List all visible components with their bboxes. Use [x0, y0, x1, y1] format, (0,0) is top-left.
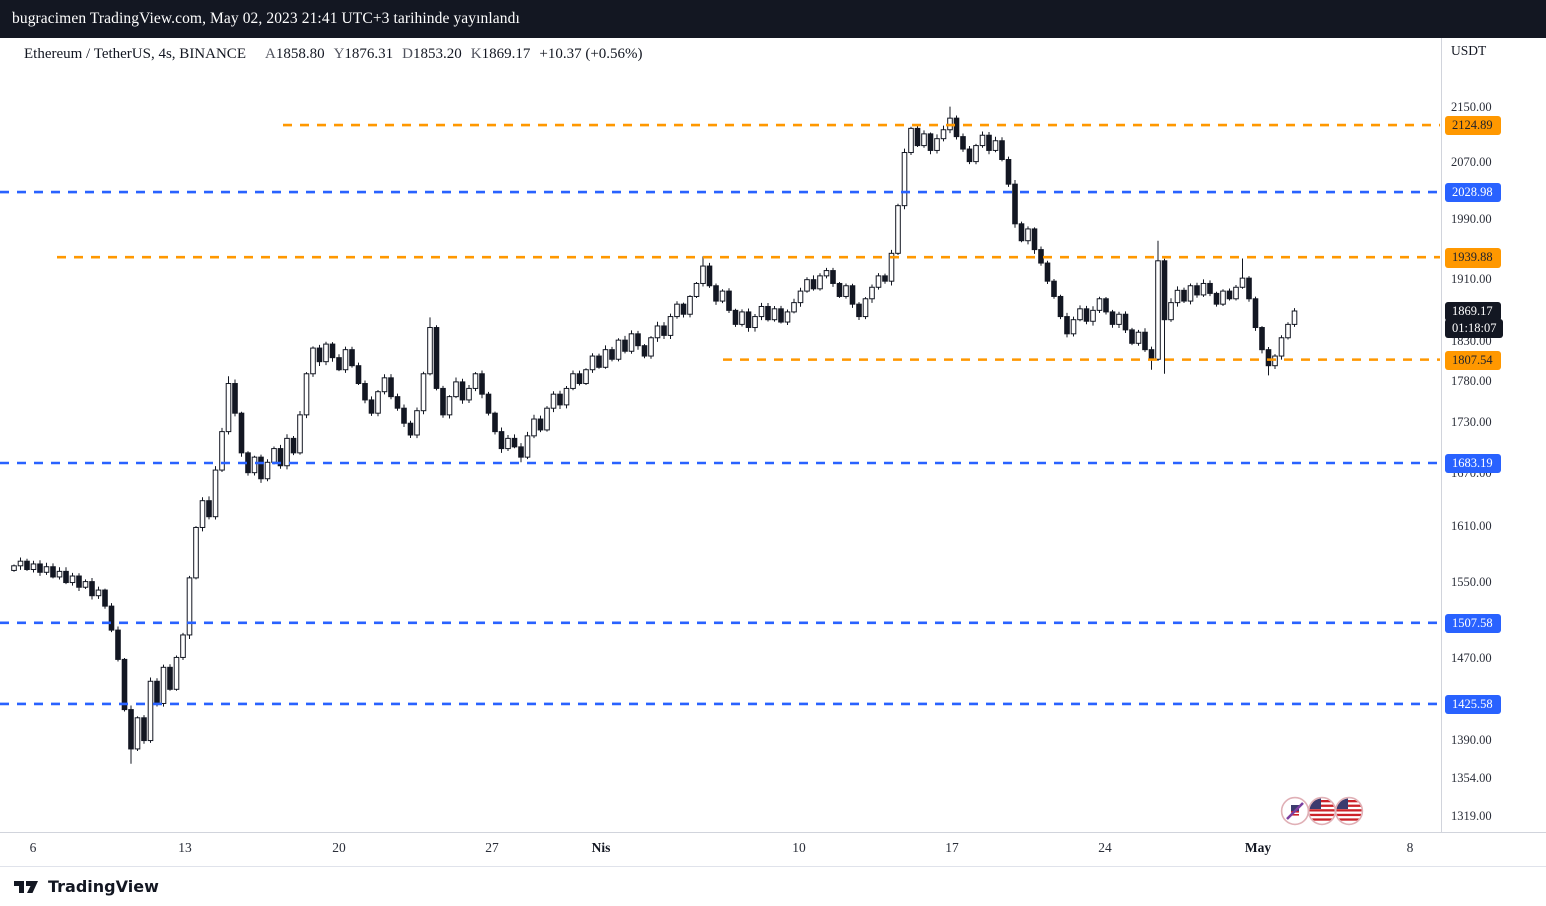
price-level-badge[interactable]: 1939.88 — [1445, 248, 1501, 268]
sticker-badges — [1280, 796, 1364, 826]
price-tick: 1730.00 — [1451, 415, 1492, 430]
publish-bar: bugracimen TradingView.com, May 02, 2023… — [0, 0, 1546, 38]
symbol-title: Ethereum / TetherUS, 4s, BINANCE — [24, 46, 246, 62]
candlestick-chart[interactable] — [0, 38, 1440, 832]
sticker-us-flag-icon — [1334, 796, 1364, 826]
time-tick: 8 — [1406, 840, 1414, 855]
ohlc-values: A1858.80 Y1876.31 D1853.20 K1869.17 — [256, 46, 530, 62]
ohlc-value: 1876.31 — [344, 46, 394, 62]
price-level-badge[interactable]: 1507.58 — [1445, 613, 1501, 634]
price-tick: 1780.00 — [1451, 373, 1492, 388]
price-level-badge[interactable]: 2124.89 — [1445, 116, 1501, 136]
time-axis[interactable]: 6 13 20 27 Nis 10 17 24 May 8 — [0, 832, 1546, 866]
price-axis[interactable]: USDT 2150.00 2070.00 1990.00 1910.00 1830.00… — [1441, 38, 1546, 832]
ohlc-value: 1858.80 — [275, 46, 325, 62]
price-tick: 1470.00 — [1451, 651, 1492, 666]
chart-area[interactable]: Ethereum / TetherUS, 4s, BINANCE A1858.80… — [0, 38, 1440, 832]
tradingview-logo-icon[interactable] — [13, 877, 39, 897]
time-tick: 10 — [792, 840, 806, 855]
time-tick: 24 — [1098, 840, 1112, 855]
price-tick: 1319.00 — [1451, 808, 1492, 823]
price-level-badge[interactable]: 2028.98 — [1445, 183, 1501, 203]
current-price-badge: 1869.17 — [1445, 302, 1501, 322]
candle-countdown-badge: 01:18:07 — [1445, 319, 1504, 339]
time-tick: May — [1244, 840, 1272, 855]
time-tick: 6 — [29, 840, 37, 855]
time-tick: 17 — [945, 840, 959, 855]
tradingview-brand[interactable]: TradingView — [48, 877, 159, 896]
price-tick: 1990.00 — [1451, 212, 1492, 227]
ohlc-label: K — [470, 46, 482, 62]
price-level-badge[interactable]: 1683.19 — [1445, 453, 1501, 474]
sticker-slash-icon — [1280, 796, 1310, 826]
price-tick: 1550.00 — [1451, 574, 1492, 589]
price-tick: 1354.00 — [1451, 770, 1492, 785]
price-level-badge[interactable]: 1807.54 — [1445, 350, 1501, 370]
symbol-legend: Ethereum / TetherUS, 4s, BINANCE A1858.80… — [24, 46, 643, 63]
price-axis-labels: 2150.00 2070.00 1990.00 1910.00 1830.00 1780.… — [1442, 38, 1546, 832]
footer-bar: TradingView — [0, 866, 1546, 906]
price-tick: 2150.00 — [1451, 100, 1492, 114]
time-tick: 27 — [485, 840, 499, 855]
currency-label: USDT — [1451, 43, 1487, 58]
ohlc-value: 1853.20 — [413, 46, 462, 62]
publish-text: bugracimen TradingView.com, May 02, 2023… — [12, 10, 520, 27]
time-tick: Nis — [591, 840, 611, 855]
ohlc-value: 1869.17 — [481, 46, 531, 62]
price-tick: 1390.00 — [1451, 732, 1492, 747]
time-tick: 13 — [178, 840, 192, 855]
time-tick: 20 — [332, 840, 346, 855]
change-value: +10.37 (+0.56%) — [539, 46, 643, 62]
ohlc-label: D — [402, 46, 414, 62]
ohlc-label: Y — [333, 46, 345, 62]
price-tick: 2070.00 — [1451, 154, 1492, 169]
sticker-us-flag-icon — [1307, 796, 1337, 826]
price-tick: 1910.00 — [1451, 271, 1492, 286]
ohlc-label: A — [264, 46, 276, 62]
price-level-badge[interactable]: 1425.58 — [1445, 694, 1501, 715]
price-tick: 1610.00 — [1451, 519, 1492, 534]
